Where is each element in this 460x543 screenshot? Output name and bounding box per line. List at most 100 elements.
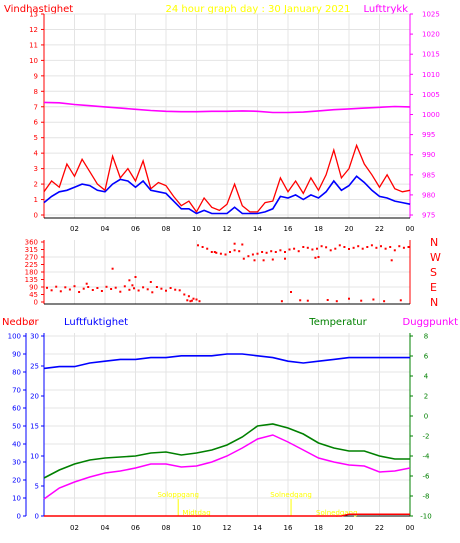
direction-point <box>334 247 337 250</box>
compass-label: N <box>430 296 438 309</box>
direction-point <box>302 246 305 248</box>
direction-point <box>155 286 158 288</box>
rain-y-tick-label: 30 <box>30 333 39 341</box>
wind-x-tick-label: 16 <box>284 225 293 233</box>
direction-point <box>335 300 338 303</box>
direction-y-tick-label: 0 <box>34 299 38 307</box>
direction-point <box>186 299 189 302</box>
direction-point <box>133 287 135 290</box>
direction-point <box>251 253 254 256</box>
direction-point <box>87 286 90 288</box>
direction-point <box>73 285 76 288</box>
wind-gust-line <box>43 143 411 214</box>
wind-y-tick-label: 6 <box>34 119 39 127</box>
rain-y-tick-label: 20 <box>30 393 39 401</box>
direction-point <box>119 290 122 293</box>
direction-point <box>270 250 273 253</box>
sun-event-label: Soloppgang <box>157 491 198 499</box>
pressure-y-tick-label: 1015 <box>422 51 440 59</box>
direction-point <box>288 248 291 251</box>
humidity-y-tick-label: 10 <box>12 495 21 503</box>
direction-point <box>229 251 231 253</box>
direction-point <box>142 286 145 289</box>
direction-point <box>195 298 198 301</box>
direction-point <box>297 250 300 253</box>
direction-point <box>46 286 48 289</box>
sun-event-label: Midtdag <box>182 509 210 517</box>
direction-point <box>131 284 134 287</box>
direction-point <box>352 246 355 249</box>
direction-point <box>314 256 317 259</box>
direction-point <box>317 256 320 258</box>
direction-point <box>402 246 405 249</box>
sun-event-label: Solnedgang <box>270 491 311 499</box>
direction-point <box>390 259 393 262</box>
direction-point <box>169 287 172 289</box>
direction-point <box>233 249 236 252</box>
direction-y-tick-label: 180 <box>25 269 38 277</box>
rain-y-tick-label: 10 <box>30 453 39 461</box>
direction-point <box>82 287 85 290</box>
direction-y-tick-label: 225 <box>25 261 38 269</box>
direction-point <box>370 244 373 247</box>
pressure-y-tick-label: 1005 <box>422 91 440 99</box>
pressure-title: Lufttrykk <box>363 4 408 15</box>
pressure-y-tick-label: 980 <box>422 191 435 199</box>
direction-y-tick-label: 360 <box>25 239 38 247</box>
direction-y-tick-label: 315 <box>25 246 38 254</box>
sun-event-label: Solnedgang <box>316 509 357 517</box>
humidity-x-tick-label: 10 <box>192 524 201 532</box>
temperature-y-tick-label: 6 <box>424 353 429 361</box>
direction-point <box>55 285 58 288</box>
dewpoint-label: Duggpunkt <box>403 317 459 328</box>
humidity-x-tick-label: 04 <box>101 524 110 532</box>
direction-point <box>189 300 192 303</box>
direction-point <box>326 299 329 301</box>
direction-point <box>178 289 181 292</box>
humidity-y-tick-label: 50 <box>12 423 21 431</box>
wind-y-tick-label: 8 <box>34 88 38 96</box>
humidity-x-tick-label: 00 <box>406 524 415 532</box>
direction-point <box>284 257 286 260</box>
wind-y-tick-label: 13 <box>29 11 38 19</box>
direction-point <box>206 247 209 250</box>
direction-point <box>96 287 99 289</box>
wind-y-tick-label: 4 <box>34 150 39 158</box>
temperature-y-tick-label: -2 <box>423 433 430 441</box>
wind-x-tick-label: 18 <box>314 225 323 233</box>
wind-y-tick-label: 2 <box>34 181 38 189</box>
direction-point <box>224 253 227 256</box>
wind-x-tick-label: 04 <box>101 225 110 233</box>
pressure-y-tick-label: 1000 <box>422 111 440 119</box>
direction-point <box>357 245 360 248</box>
direction-point <box>316 247 318 250</box>
direction-point <box>241 243 244 246</box>
direction-point <box>210 251 213 253</box>
wind-y-tick-label: 5 <box>34 134 38 142</box>
humidity-y-tick-label: 100 <box>8 333 21 341</box>
direction-point <box>306 246 309 249</box>
direction-point <box>174 288 177 291</box>
direction-point <box>50 289 53 292</box>
direction-point <box>149 281 152 283</box>
direction-point <box>261 251 264 253</box>
wind-x-tick-label: 10 <box>192 225 201 233</box>
humidity-y-tick-label: 0 <box>17 513 21 521</box>
direction-point <box>165 289 167 292</box>
temperature-y-tick-label: 2 <box>424 393 428 401</box>
direction-point <box>190 299 193 302</box>
temperature-y-tick-label: -8 <box>423 493 430 501</box>
direction-point <box>338 244 341 247</box>
wind-pressure-panel: 0123456789101112139759809859909951000100… <box>29 11 440 234</box>
pressure-y-tick-label: 985 <box>422 171 435 179</box>
direction-point <box>110 288 113 290</box>
wind-y-tick-label: 7 <box>34 103 38 111</box>
wind-average-line <box>43 175 411 215</box>
direction-point <box>389 246 392 248</box>
direction-point <box>348 248 350 250</box>
compass-label: W <box>430 251 441 264</box>
direction-point <box>299 299 302 302</box>
direction-point <box>233 242 236 245</box>
rain-y-tick-label: 15 <box>30 423 39 431</box>
